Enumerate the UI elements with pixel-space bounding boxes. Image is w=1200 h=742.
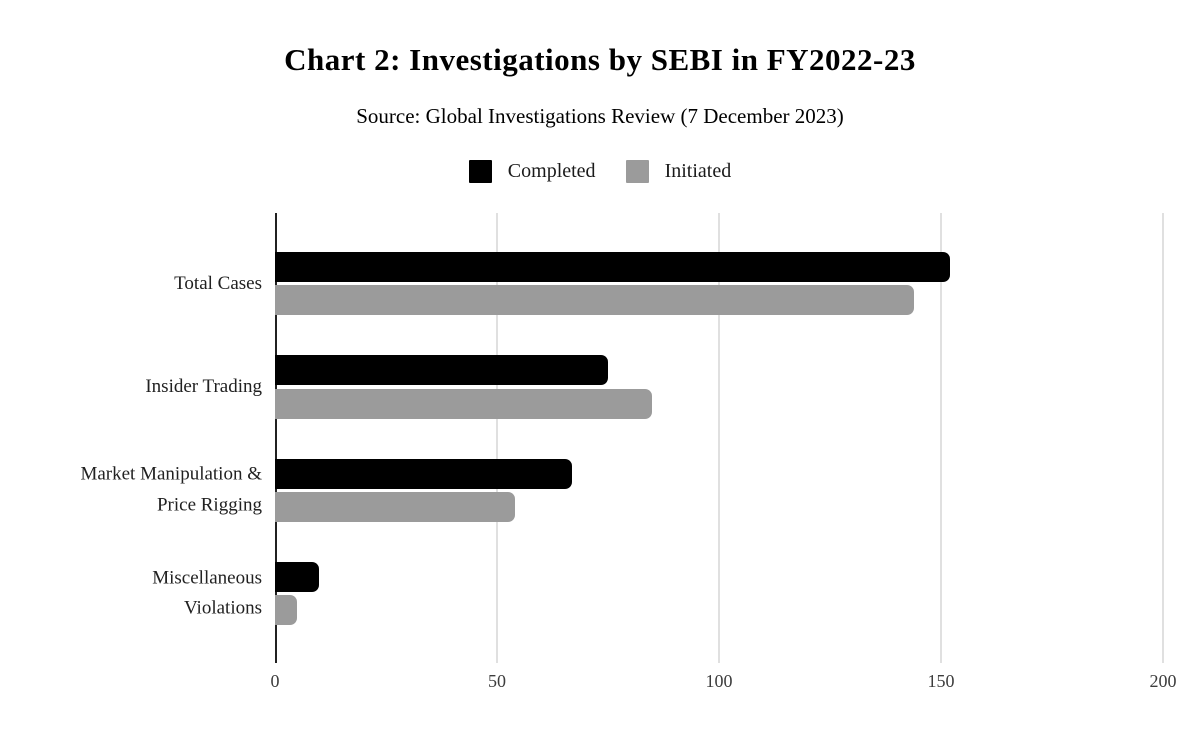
bar-initiated-0 xyxy=(275,285,915,316)
x-tick-label: 150 xyxy=(927,671,955,691)
gridline xyxy=(718,213,720,663)
legend-swatch-initiated-icon xyxy=(625,160,649,183)
gridline xyxy=(496,213,498,663)
category-label: Insider Trading xyxy=(145,375,262,397)
bar-initiated-1 xyxy=(275,388,653,419)
x-tick-label: 50 xyxy=(488,671,506,691)
legend-swatch-completed-icon xyxy=(468,160,492,183)
bar-completed-2 xyxy=(275,458,573,489)
gridline xyxy=(940,213,942,663)
x-axis-tick-labels: 0 50 100 150 200 xyxy=(271,671,1177,699)
x-tick-label: 0 xyxy=(270,671,280,691)
bar-completed-0 xyxy=(275,252,950,282)
legend-item-completed: Completed xyxy=(468,160,596,183)
x-tick-label: 100 xyxy=(705,671,733,691)
x-tick-label: 200 xyxy=(1149,671,1177,691)
legend-label-initiated: Initiated xyxy=(664,160,732,182)
category-label: Miscellaneous Violations xyxy=(152,567,262,619)
y-axis-line xyxy=(275,213,277,663)
bar-initiated-3 xyxy=(275,595,298,626)
category-label: Market Manipulation & Price Rigging xyxy=(80,463,262,516)
category-axis-labels: Total Cases Insider Trading Market Manipul… xyxy=(0,213,262,663)
legend-label-completed: Completed xyxy=(507,160,596,182)
plot-area xyxy=(275,213,1164,663)
category-label: Total Cases xyxy=(174,272,262,294)
legend-item-initiated: Initiated xyxy=(625,160,732,183)
gridline xyxy=(1162,213,1164,663)
bar-initiated-2 xyxy=(275,492,515,522)
chart-subtitle: Source: Global Investigations Review (7 … xyxy=(356,104,844,128)
bar-completed-1 xyxy=(275,355,608,386)
bar-completed-3 xyxy=(275,561,320,592)
chart-title: Chart 2: Investigations by SEBI in FY202… xyxy=(284,42,916,77)
legend: Completed Initiated xyxy=(0,160,1200,183)
